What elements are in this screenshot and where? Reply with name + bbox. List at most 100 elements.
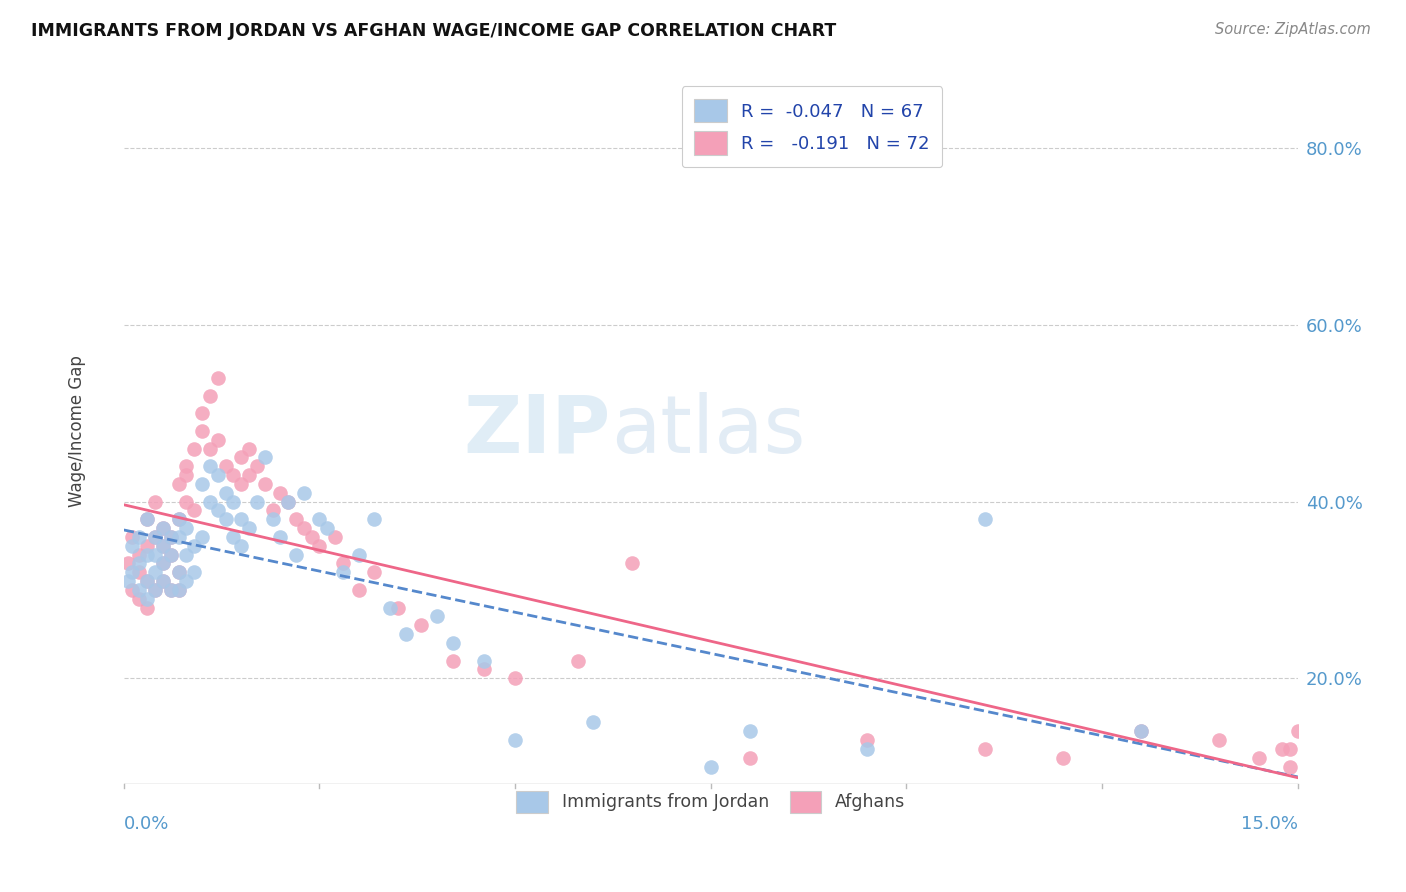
Point	[128, 566, 150, 580]
Point	[262, 512, 284, 526]
Point	[277, 494, 299, 508]
Point	[738, 724, 761, 739]
Point	[167, 512, 190, 526]
Point	[277, 494, 299, 508]
Point	[136, 574, 159, 588]
Point	[128, 530, 150, 544]
Point	[152, 539, 174, 553]
Point	[472, 663, 495, 677]
Point	[207, 371, 229, 385]
Point	[117, 557, 139, 571]
Text: Wage/Income Gap: Wage/Income Gap	[67, 355, 86, 507]
Point	[152, 574, 174, 588]
Point	[191, 477, 214, 491]
Point	[503, 671, 526, 685]
Point	[167, 477, 190, 491]
Point	[323, 530, 346, 544]
Text: Source: ZipAtlas.com: Source: ZipAtlas.com	[1215, 22, 1371, 37]
Point	[1247, 751, 1270, 765]
Point	[1286, 724, 1309, 739]
Point	[856, 733, 879, 747]
Point	[136, 512, 159, 526]
Point	[308, 539, 330, 553]
Point	[143, 530, 166, 544]
Point	[128, 582, 150, 597]
Point	[292, 485, 315, 500]
Point	[136, 600, 159, 615]
Point	[1271, 742, 1294, 756]
Point	[191, 530, 214, 544]
Point	[214, 459, 236, 474]
Point	[973, 742, 995, 756]
Point	[159, 548, 181, 562]
Point	[738, 751, 761, 765]
Point	[143, 566, 166, 580]
Point	[198, 494, 221, 508]
Point	[214, 485, 236, 500]
Point	[973, 512, 995, 526]
Point	[231, 477, 253, 491]
Point	[183, 442, 205, 456]
Point	[472, 654, 495, 668]
Point	[121, 566, 143, 580]
Point	[1278, 760, 1301, 774]
Point	[1208, 733, 1230, 747]
Point	[167, 566, 190, 580]
Point	[253, 477, 276, 491]
Point	[136, 591, 159, 606]
Point	[167, 582, 190, 597]
Point	[198, 388, 221, 402]
Point	[143, 530, 166, 544]
Point	[222, 494, 245, 508]
Point	[167, 530, 190, 544]
Point	[253, 450, 276, 465]
Point	[231, 450, 253, 465]
Point	[567, 654, 589, 668]
Point	[167, 566, 190, 580]
Point	[143, 548, 166, 562]
Point	[332, 566, 354, 580]
Point	[136, 512, 159, 526]
Point	[503, 733, 526, 747]
Point	[301, 530, 323, 544]
Point	[222, 468, 245, 483]
Point	[183, 539, 205, 553]
Point	[159, 582, 181, 597]
Point	[128, 557, 150, 571]
Point	[176, 468, 198, 483]
Point	[426, 609, 449, 624]
Text: atlas: atlas	[612, 392, 806, 470]
Point	[1052, 751, 1074, 765]
Point	[176, 574, 198, 588]
Point	[136, 548, 159, 562]
Point	[238, 468, 260, 483]
Point	[176, 548, 198, 562]
Point	[269, 485, 291, 500]
Point	[1130, 724, 1153, 739]
Point	[136, 574, 159, 588]
Point	[121, 582, 143, 597]
Point	[394, 627, 416, 641]
Point	[167, 582, 190, 597]
Point	[347, 582, 370, 597]
Point	[159, 582, 181, 597]
Point	[117, 574, 139, 588]
Point	[191, 424, 214, 438]
Point	[159, 530, 181, 544]
Point	[121, 530, 143, 544]
Point	[231, 512, 253, 526]
Point	[363, 566, 385, 580]
Point	[159, 530, 181, 544]
Point	[582, 715, 605, 730]
Point	[183, 566, 205, 580]
Point	[1130, 724, 1153, 739]
Text: IMMIGRANTS FROM JORDAN VS AFGHAN WAGE/INCOME GAP CORRELATION CHART: IMMIGRANTS FROM JORDAN VS AFGHAN WAGE/IN…	[31, 22, 837, 40]
Point	[176, 521, 198, 535]
Point	[347, 548, 370, 562]
Point	[207, 503, 229, 517]
Point	[152, 521, 174, 535]
Point	[292, 521, 315, 535]
Point	[152, 521, 174, 535]
Point	[363, 512, 385, 526]
Text: 0.0%: 0.0%	[124, 815, 169, 833]
